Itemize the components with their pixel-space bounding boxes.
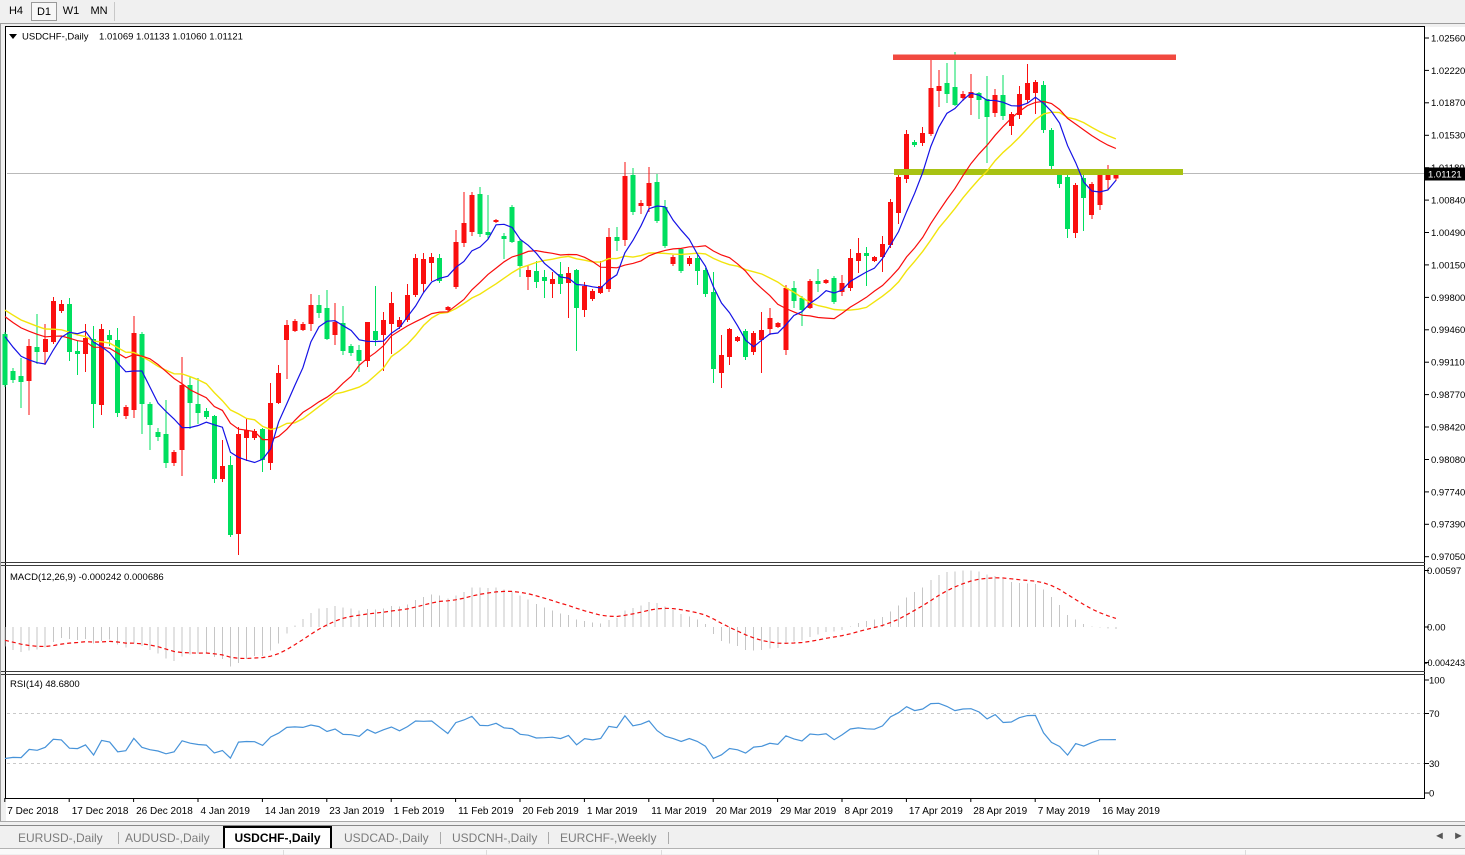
svg-text:100: 100 — [1429, 675, 1445, 686]
svg-text:0: 0 — [1429, 788, 1434, 799]
svg-text:1.01870: 1.01870 — [1431, 98, 1465, 109]
svg-text:23 Jan 2019: 23 Jan 2019 — [329, 806, 384, 817]
svg-text:29 Mar 2019: 29 Mar 2019 — [780, 806, 837, 817]
svg-text:0.99110: 0.99110 — [1431, 358, 1465, 369]
svg-text:70: 70 — [1429, 709, 1440, 720]
svg-text:7 May 2019: 7 May 2019 — [1038, 806, 1091, 817]
svg-text:1.01530: 1.01530 — [1431, 131, 1465, 142]
svg-text:USDCHF-,Daily 1.01069 1.011: USDCHF-,Daily 1.01069 1.01133 1.01060 1.… — [22, 32, 243, 43]
svg-text:0.00: 0.00 — [1427, 622, 1446, 633]
svg-text:0.99460: 0.99460 — [1431, 325, 1465, 336]
svg-text:1.00840: 1.00840 — [1431, 196, 1465, 207]
svg-text:0.98080: 0.98080 — [1431, 455, 1465, 466]
svg-text:1.02560: 1.02560 — [1431, 33, 1465, 44]
svg-text:RSI(14) 48.6800: RSI(14) 48.6800 — [10, 679, 80, 690]
svg-text:17 Dec 2018: 17 Dec 2018 — [72, 806, 129, 817]
svg-text:7 Dec 2018: 7 Dec 2018 — [7, 806, 59, 817]
svg-text:20 Feb 2019: 20 Feb 2019 — [523, 806, 580, 817]
svg-text:4 Jan 2019: 4 Jan 2019 — [201, 806, 251, 817]
svg-text:11 Feb 2019: 11 Feb 2019 — [458, 806, 514, 817]
svg-text:1.02220: 1.02220 — [1431, 66, 1465, 77]
svg-text:17 Apr 2019: 17 Apr 2019 — [909, 806, 963, 817]
svg-text:11 Mar 2019: 11 Mar 2019 — [651, 806, 707, 817]
svg-text:0.97740: 0.97740 — [1431, 487, 1465, 498]
svg-text:26 Dec 2018: 26 Dec 2018 — [136, 806, 193, 817]
svg-text:16 May 2019: 16 May 2019 — [1102, 806, 1160, 817]
svg-text:28 Apr 2019: 28 Apr 2019 — [973, 806, 1027, 817]
svg-text:1.01121: 1.01121 — [1428, 170, 1462, 181]
svg-text:0.98770: 0.98770 — [1431, 390, 1465, 401]
svg-text:14 Jan 2019: 14 Jan 2019 — [265, 806, 320, 817]
svg-text:1.00150: 1.00150 — [1431, 260, 1465, 271]
svg-text:1 Feb 2019: 1 Feb 2019 — [394, 806, 445, 817]
svg-text:30: 30 — [1429, 759, 1440, 770]
svg-text:0.97390: 0.97390 — [1431, 520, 1465, 531]
svg-text:1.00490: 1.00490 — [1431, 228, 1465, 239]
svg-text:0.99800: 0.99800 — [1431, 293, 1465, 304]
svg-text:20 Mar 2019: 20 Mar 2019 — [716, 806, 773, 817]
svg-text:1 Mar 2019: 1 Mar 2019 — [587, 806, 638, 817]
svg-text:0.97050: 0.97050 — [1431, 552, 1465, 563]
svg-text:MACD(12,26,9) -0.000242 0.0006: MACD(12,26,9) -0.000242 0.000686 — [10, 572, 164, 583]
svg-text:0.98420: 0.98420 — [1431, 422, 1465, 433]
svg-text:0.00597: 0.00597 — [1427, 566, 1461, 577]
svg-text:-0.004243: -0.004243 — [1425, 658, 1465, 668]
svg-text:8 Apr 2019: 8 Apr 2019 — [845, 806, 894, 817]
